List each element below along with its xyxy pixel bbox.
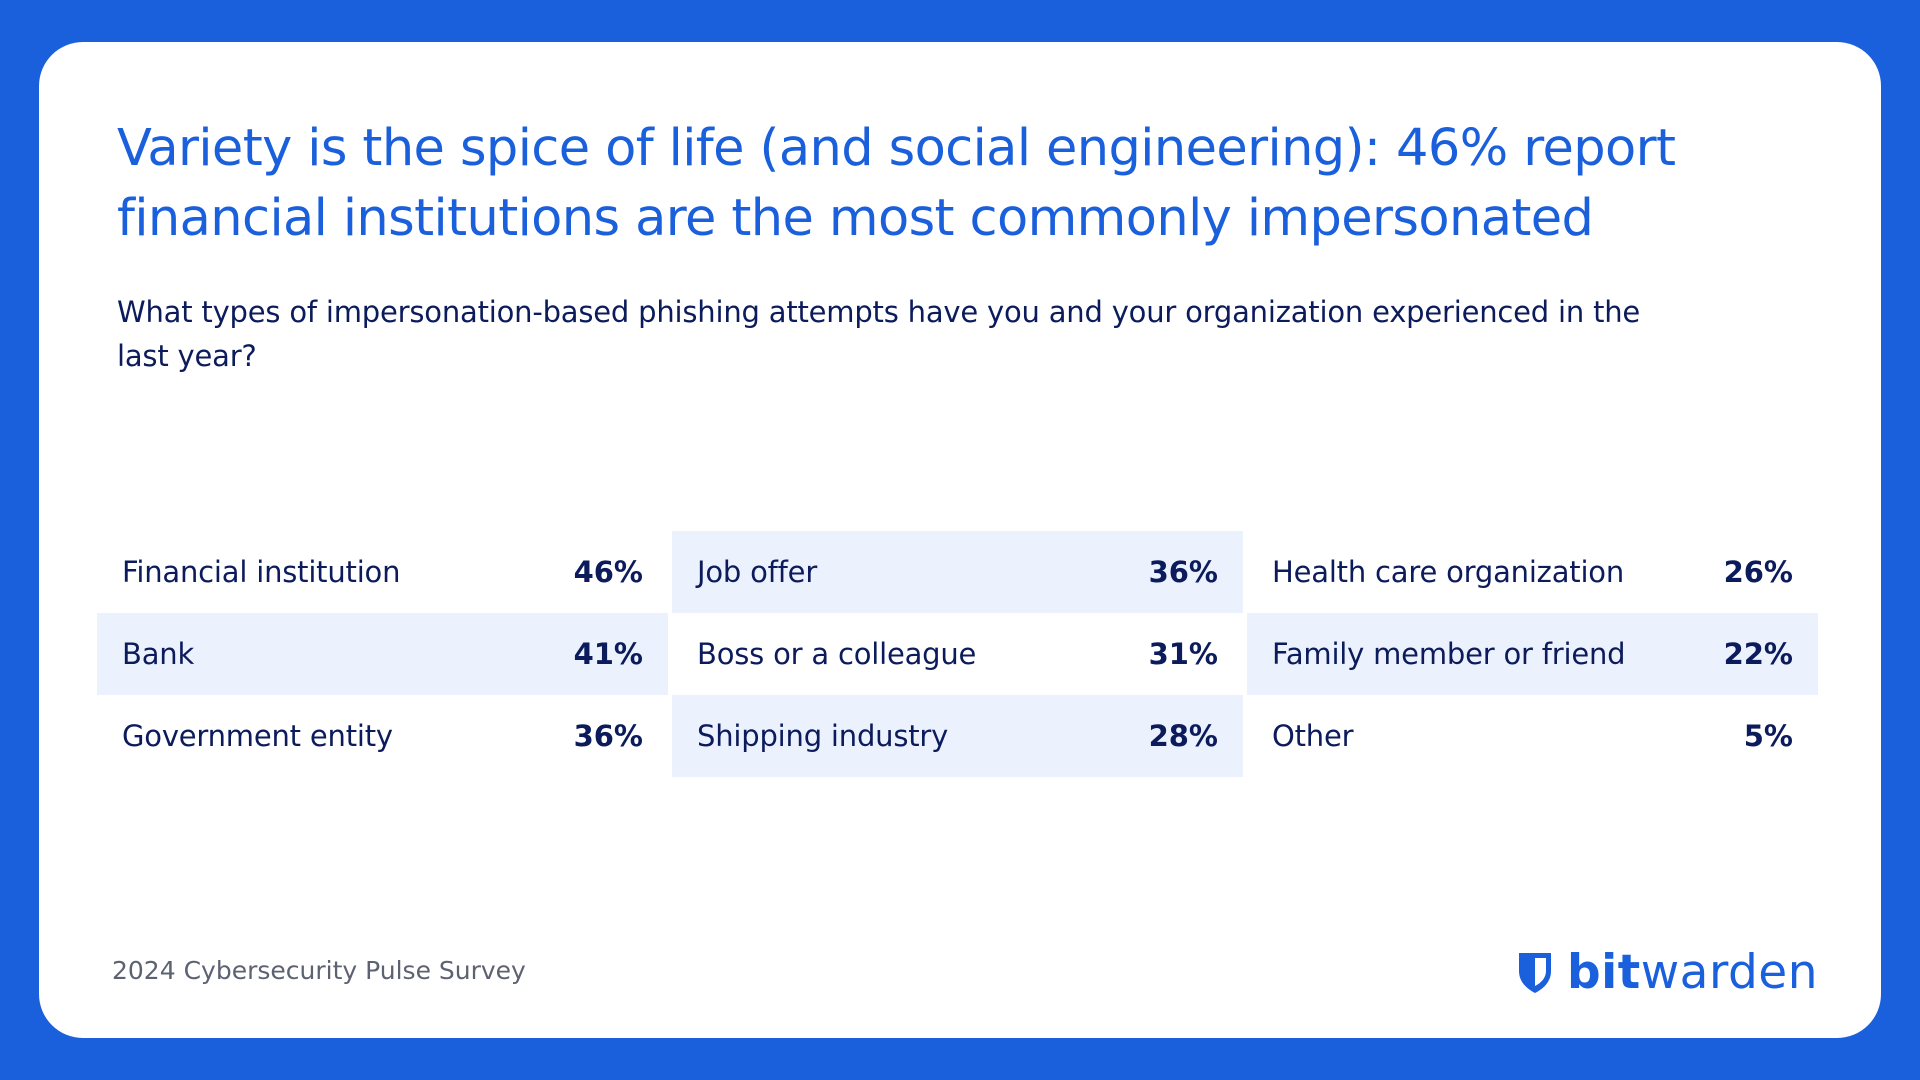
result-value: 31% [1148, 637, 1218, 671]
result-value: 22% [1723, 637, 1793, 671]
bitwarden-logo: bitwarden [1517, 945, 1818, 1001]
result-label: Other [1272, 719, 1354, 753]
result-label: Shipping industry [697, 719, 949, 753]
result-value: 36% [573, 719, 643, 753]
logo-wordmark: bitwarden [1567, 945, 1818, 1001]
result-label: Bank [122, 637, 195, 671]
result-value: 46% [573, 555, 643, 589]
slide-card: Variety is the spice of life (and social… [39, 42, 1881, 1038]
result-label: Government entity [122, 719, 393, 753]
result-row: Financial institution 46% [97, 531, 668, 613]
result-value: 5% [1743, 719, 1793, 753]
logo-wordmark-bold: bit [1567, 945, 1641, 1000]
slide-title: Variety is the spice of life (and social… [117, 119, 1676, 248]
result-value: 26% [1723, 555, 1793, 589]
result-value: 36% [1148, 555, 1218, 589]
result-row: Shipping industry 28% [672, 695, 1243, 777]
result-row: Bank 41% [97, 613, 668, 695]
result-row: Other 5% [1247, 695, 1818, 777]
result-row: Health care organization 26% [1247, 531, 1818, 613]
result-value: 41% [573, 637, 643, 671]
result-label: Job offer [697, 555, 818, 589]
result-row: Government entity 36% [97, 695, 668, 777]
result-row: Family member or friend 22% [1247, 613, 1818, 695]
survey-question: What types of impersonation-based phishi… [117, 295, 1641, 373]
result-label: Financial institution [122, 555, 401, 589]
result-label: Health care organization [1272, 555, 1625, 589]
survey-source: 2024 Cybersecurity Pulse Survey [112, 956, 526, 985]
result-row: Job offer 36% [672, 531, 1243, 613]
result-value: 28% [1148, 719, 1218, 753]
result-label: Boss or a colleague [697, 637, 977, 671]
logo-wordmark-light: warden [1640, 945, 1819, 1000]
results-table: Financial institution 46% Bank 41% Gover… [97, 531, 1818, 779]
result-row: Boss or a colleague 31% [672, 613, 1243, 695]
result-label: Family member or friend [1272, 637, 1626, 671]
bitwarden-shield-icon [1519, 953, 1551, 993]
